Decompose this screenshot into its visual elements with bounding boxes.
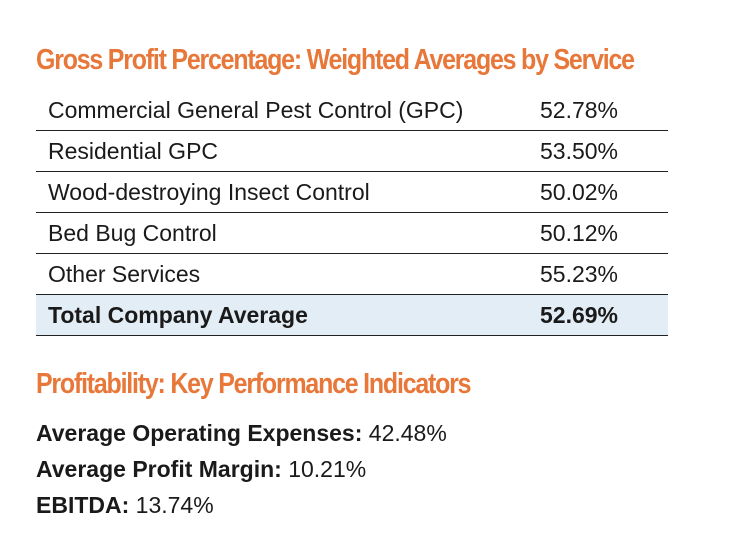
- service-value: 52.78%: [540, 90, 668, 131]
- service-value: 55.23%: [540, 253, 668, 295]
- kpi-value: 42.48%: [368, 420, 447, 446]
- kpi-profit-margin: Average Profit Margin: 10.21%: [36, 456, 366, 483]
- table-row: Commercial General Pest Control (GPC) 52.…: [36, 90, 668, 131]
- service-value: 52.69%: [540, 294, 668, 336]
- service-label: Total Company Average: [36, 294, 540, 336]
- table-row: Bed Bug Control 50.12%: [36, 212, 668, 254]
- table-row: Other Services 55.23%: [36, 253, 668, 295]
- total-row: Total Company Average 52.69%: [36, 294, 668, 336]
- table-row: Residential GPC 53.50%: [36, 130, 668, 172]
- kpi-label: EBITDA:: [36, 492, 130, 518]
- table-row: Wood-destroying Insect Control 50.02%: [36, 171, 668, 213]
- kpi-operating-expenses: Average Operating Expenses: 42.48%: [36, 420, 447, 447]
- service-value: 50.12%: [540, 212, 668, 254]
- kpi-value: 13.74%: [135, 492, 214, 518]
- gross-profit-title: Gross Profit Percentage: Weighted Averag…: [36, 44, 635, 76]
- kpi-ebitda: EBITDA: 13.74%: [36, 492, 214, 519]
- gross-profit-table: Commercial General Pest Control (GPC) 52.…: [36, 90, 668, 336]
- service-value: 53.50%: [540, 130, 668, 172]
- kpi-title: Profitability: Key Performance Indicator…: [36, 368, 472, 400]
- service-label: Wood-destroying Insect Control: [36, 171, 540, 213]
- service-label: Commercial General Pest Control (GPC): [36, 90, 540, 131]
- service-value: 50.02%: [540, 171, 668, 213]
- service-label: Other Services: [36, 253, 540, 295]
- kpi-value: 10.21%: [288, 456, 367, 482]
- kpi-label: Average Profit Margin:: [36, 456, 282, 482]
- kpi-label: Average Operating Expenses:: [36, 420, 363, 446]
- service-label: Residential GPC: [36, 130, 540, 172]
- service-label: Bed Bug Control: [36, 212, 540, 254]
